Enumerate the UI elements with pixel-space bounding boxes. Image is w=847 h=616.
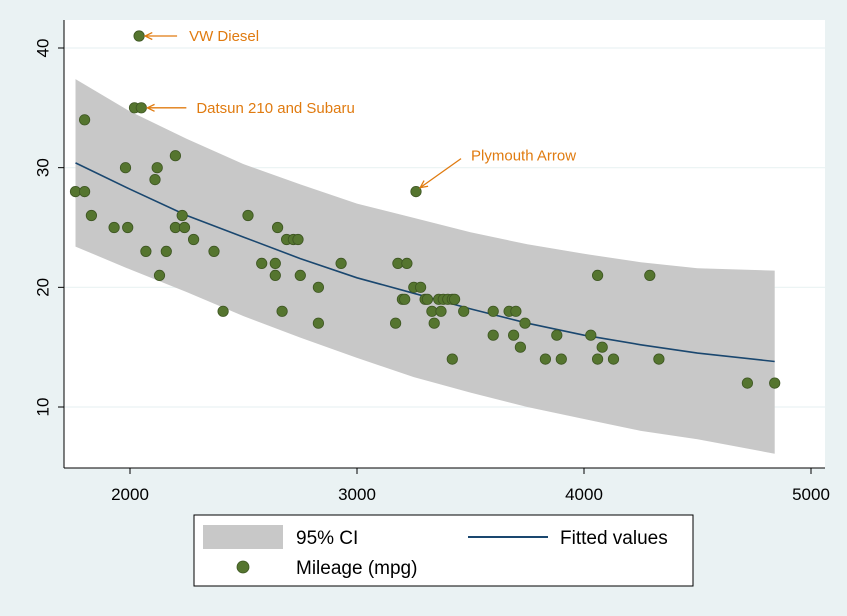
data-point [399, 293, 411, 305]
data-point [539, 353, 552, 365]
data-point [188, 233, 200, 246]
data-point [294, 269, 306, 281]
legend-ci-swatch [203, 525, 283, 549]
data-point [79, 186, 91, 198]
y-tick-label: 10 [33, 398, 52, 417]
data-point [591, 353, 604, 365]
data-point [596, 341, 608, 353]
data-point [644, 269, 656, 281]
data-point [135, 102, 147, 114]
data-point [217, 305, 229, 317]
data-point [591, 269, 604, 281]
ticks: 2000 3000 4000 5000 10 20 30 40 [33, 39, 829, 504]
data-point [389, 317, 402, 329]
data-point [507, 329, 520, 341]
data-point [108, 221, 120, 234]
data-point [79, 114, 91, 126]
x-tick-label: 2000 [111, 485, 149, 504]
data-point [176, 209, 188, 222]
data-point [446, 353, 458, 365]
axes [63, 20, 825, 469]
data-point [510, 305, 522, 317]
data-point [519, 317, 531, 329]
legend-fitted-label: Fitted values [560, 528, 668, 549]
data-point [414, 281, 427, 293]
data-point [401, 257, 413, 269]
x-tick-label: 5000 [792, 485, 830, 504]
data-point [133, 30, 145, 42]
annotation-label: VW Diesel [189, 28, 259, 45]
data-point [607, 353, 620, 365]
data-point [122, 221, 134, 234]
x-tick-label: 4000 [565, 485, 603, 504]
data-point [119, 162, 132, 174]
x-tick-label: 3000 [338, 485, 376, 504]
y-tick-label: 40 [33, 39, 52, 58]
data-point [769, 377, 781, 389]
legend-points-label: Mileage (mpg) [296, 558, 417, 579]
data-point [153, 269, 166, 281]
data-point [421, 293, 433, 305]
data-point [151, 162, 163, 174]
data-point [487, 305, 499, 317]
data-point [335, 257, 347, 269]
data-point [269, 257, 281, 269]
data-point [653, 353, 665, 365]
data-point [140, 245, 152, 257]
data-point [585, 329, 597, 341]
data-point [458, 305, 470, 317]
data-point [169, 150, 181, 162]
data-point [276, 305, 288, 317]
data-point [514, 341, 527, 353]
legend: 95% CI Fitted values Mileage (mpg) [193, 514, 694, 587]
annotations-layer: VW Diesel Datsun 210 and Subaru Plymouth A… [143, 28, 576, 189]
data-point [256, 257, 268, 269]
data-point [269, 269, 281, 281]
annotation-arrow [419, 158, 462, 189]
data-point [555, 353, 567, 365]
scatter-points-layer [69, 30, 781, 389]
data-point [271, 221, 284, 234]
annotation-arrow-head [145, 103, 155, 112]
annotation-label: Plymouth Arrow [471, 148, 576, 165]
legend-points-swatch [236, 560, 250, 574]
data-point [160, 245, 172, 257]
data-point [435, 305, 447, 317]
data-point [428, 317, 440, 329]
data-point [312, 281, 324, 293]
data-point [292, 233, 304, 246]
data-point [242, 209, 254, 222]
legend-ci-label: 95% CI [296, 528, 358, 549]
data-point [487, 329, 499, 341]
annotation-arrow-head [143, 31, 153, 41]
data-point [149, 174, 161, 186]
annotation-arrow-head [419, 180, 429, 189]
data-point [178, 221, 191, 234]
data-point [741, 377, 754, 389]
data-point [551, 329, 563, 341]
data-point [448, 293, 461, 305]
data-point [85, 209, 98, 222]
data-point [410, 186, 422, 198]
annotation-label: Datsun 210 and Subaru [196, 100, 354, 117]
data-point [208, 245, 220, 257]
y-tick-label: 30 [33, 158, 52, 177]
data-point [312, 317, 324, 329]
y-tick-label: 20 [33, 278, 52, 297]
